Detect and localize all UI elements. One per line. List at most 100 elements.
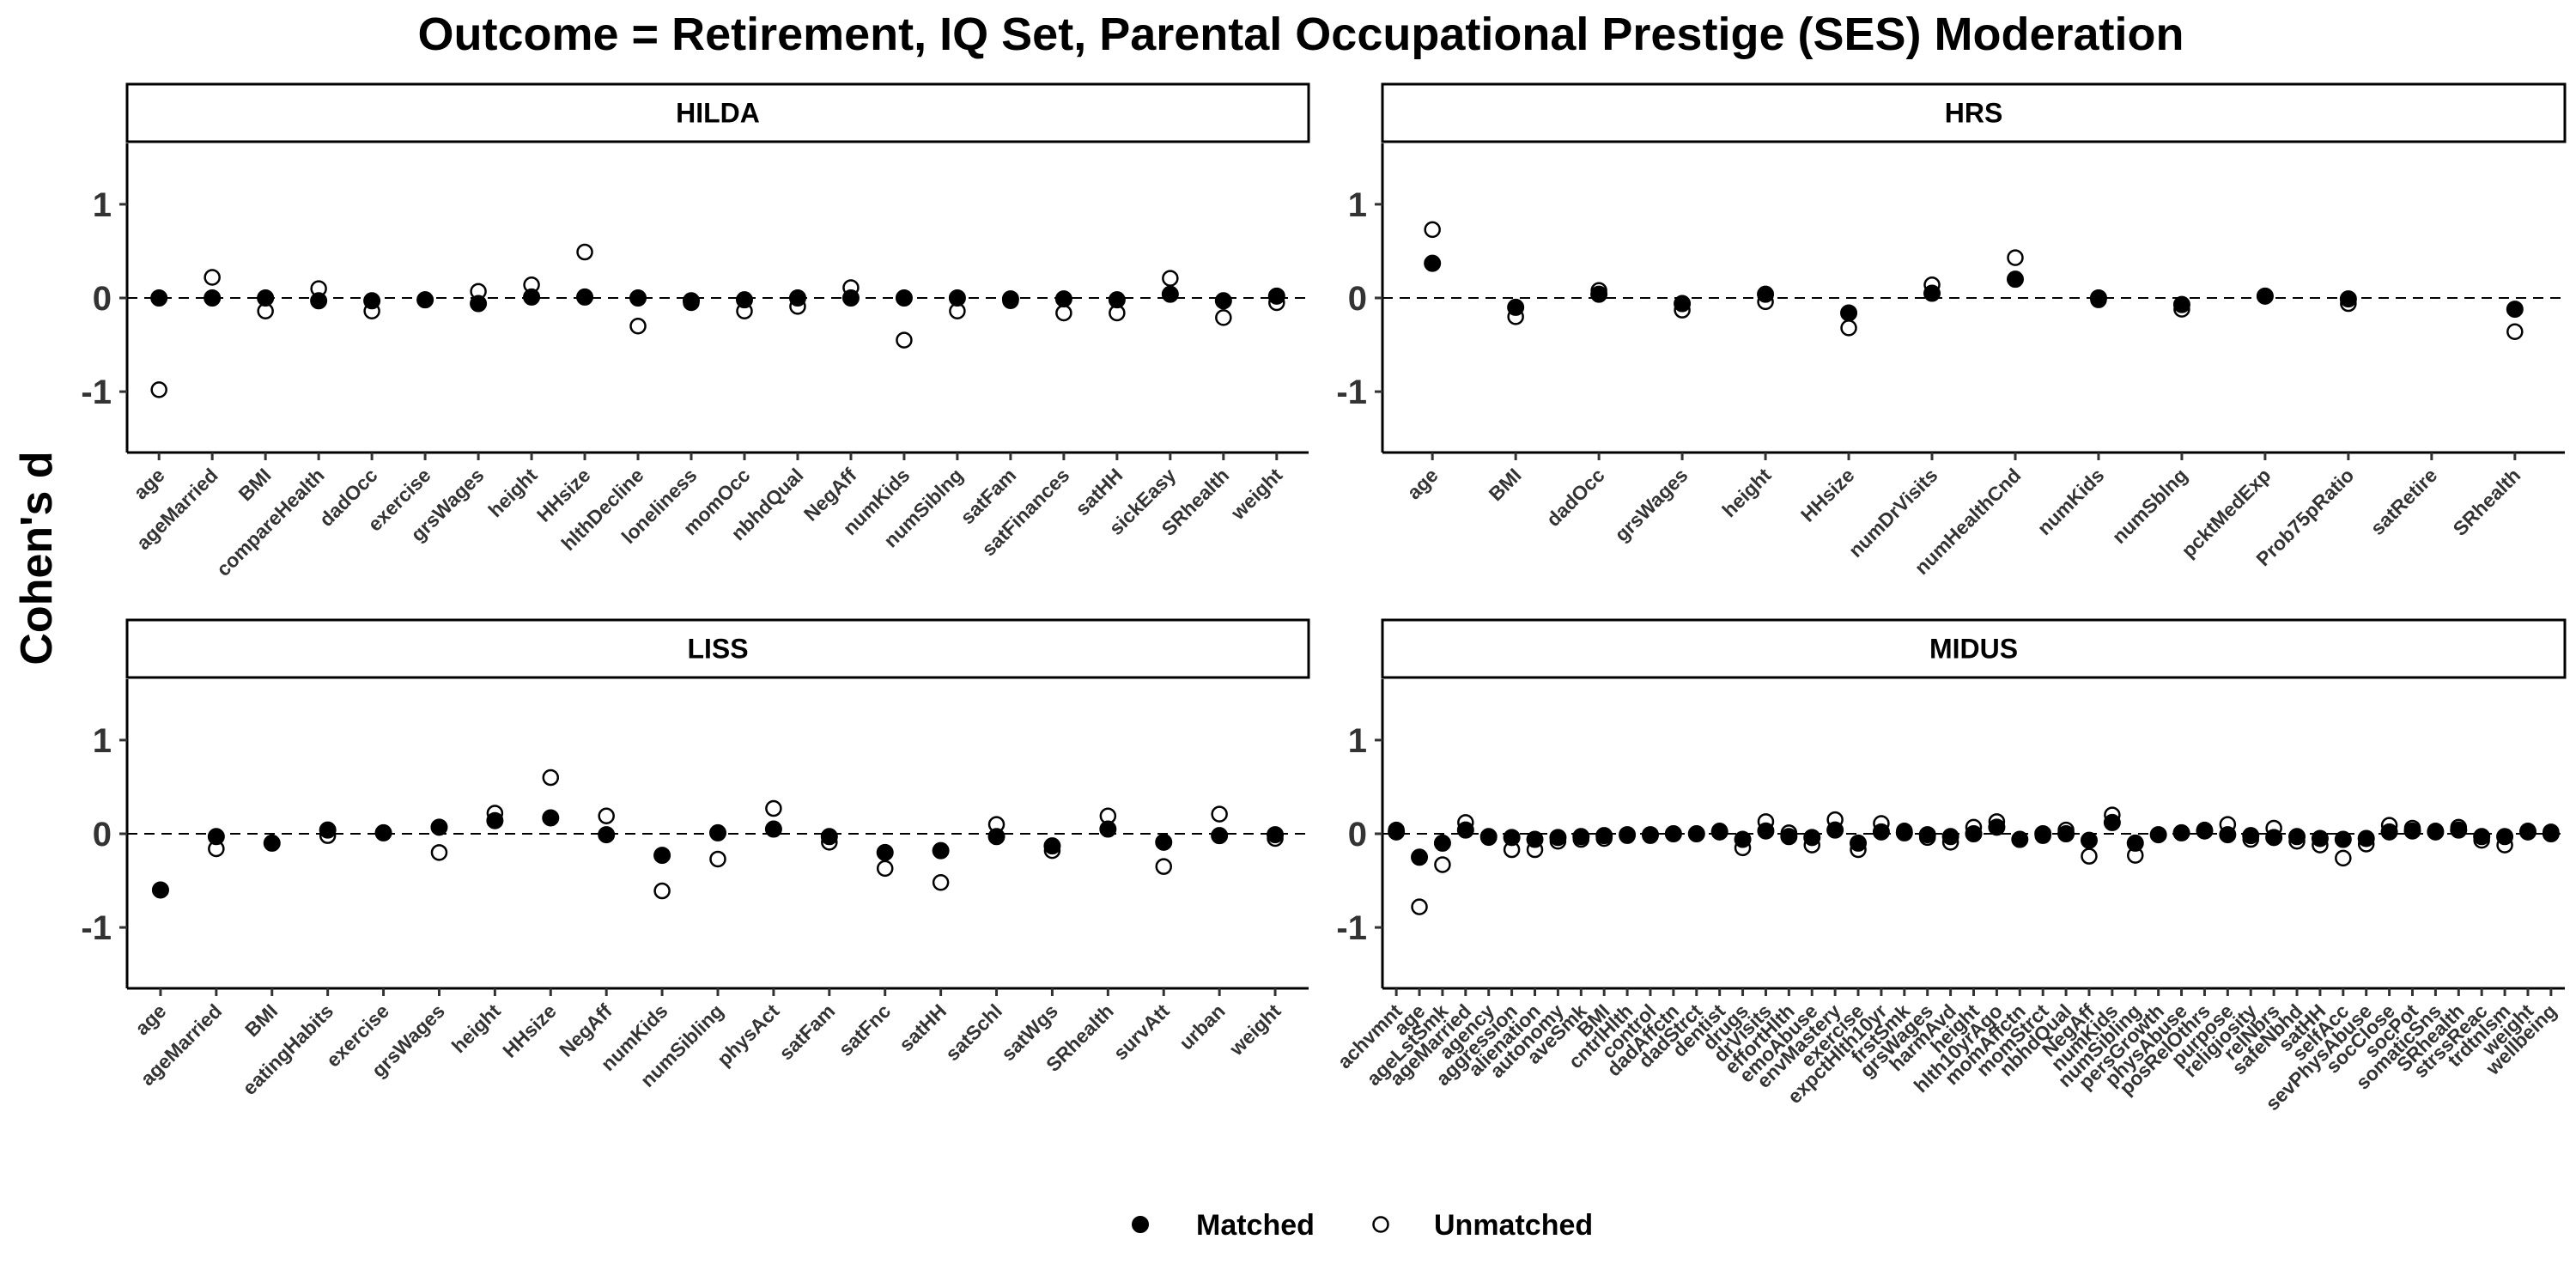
y-tick-label-liss-2: 1: [93, 722, 112, 760]
point-matched-hrs-10: [2257, 288, 2273, 304]
point-matched-midus-18: [1804, 829, 1820, 846]
point-matched-midus-16: [1758, 823, 1774, 839]
point-matched-hilda-17: [1055, 291, 1072, 307]
point-matched-hilda-2: [258, 290, 274, 307]
point-unmatched-hilda-20: [1216, 310, 1230, 325]
point-matched-hilda-10: [683, 293, 700, 309]
point-matched-liss-5: [431, 819, 447, 835]
point-matched-liss-12: [821, 829, 837, 845]
point-matched-midus-28: [2035, 826, 2051, 842]
point-matched-midus-6: [1527, 831, 1543, 848]
y-tick-label-liss-1: 0: [93, 816, 112, 854]
point-matched-hilda-11: [736, 292, 752, 308]
point-matched-midus-49: [2519, 823, 2536, 840]
point-matched-liss-11: [765, 821, 781, 837]
point-matched-midus-0: [1388, 823, 1405, 840]
point-unmatched-hilda-1: [205, 270, 220, 285]
x-tick-label-hrs-2: dadOcc: [1542, 464, 1609, 531]
point-unmatched-liss-13: [878, 861, 892, 876]
x-tick-label-liss-0: age: [131, 999, 170, 1039]
point-matched-midus-42: [2358, 830, 2374, 847]
point-matched-midus-36: [2220, 827, 2236, 843]
point-matched-hrs-9: [2173, 296, 2190, 313]
point-matched-midus-23: [1919, 827, 1935, 843]
point-matched-midus-26: [1989, 819, 2005, 835]
point-unmatched-liss-19: [1212, 807, 1227, 822]
point-matched-midus-15: [1735, 831, 1751, 848]
point-unmatched-hilda-0: [152, 382, 167, 397]
x-tick-label-hrs-4: height: [1717, 464, 1775, 521]
panel-title-hrs: HRS: [1945, 98, 2003, 129]
point-unmatched-midus-1: [1413, 900, 1427, 914]
point-unmatched-liss-11: [766, 801, 781, 816]
panel-title-midus: MIDUS: [1929, 634, 2018, 665]
point-unmatched-midus-2: [1435, 858, 1449, 872]
y-axis-label: Cohen's d: [12, 451, 62, 665]
y-tick-label-hrs-2: 1: [1348, 186, 1367, 224]
point-matched-hilda-6: [471, 295, 487, 312]
point-matched-midus-33: [2150, 827, 2166, 843]
point-matched-hrs-6: [1924, 285, 1941, 301]
point-matched-liss-16: [1044, 838, 1060, 854]
point-matched-hrs-11: [2340, 291, 2356, 307]
legend-marker-matched: [1133, 1217, 1149, 1233]
x-tick-label-liss-2: BMI: [240, 999, 282, 1041]
point-unmatched-liss-9: [655, 884, 670, 898]
point-matched-midus-3: [1457, 822, 1473, 838]
point-matched-liss-10: [710, 824, 726, 841]
y-tick-label-hrs-0: -1: [1336, 374, 1367, 411]
point-matched-midus-12: [1665, 826, 1681, 842]
point-matched-midus-25: [1965, 826, 1982, 842]
point-matched-liss-4: [375, 824, 392, 841]
legend-label-unmatched: Unmatched: [1434, 1209, 1593, 1242]
point-matched-hrs-1: [1508, 299, 1524, 315]
point-matched-hilda-16: [1002, 291, 1018, 307]
y-tick-label-midus-2: 1: [1348, 722, 1367, 760]
point-matched-liss-2: [264, 835, 280, 851]
x-tick-label-hrs-1: BMI: [1484, 464, 1525, 505]
point-matched-midus-38: [2266, 829, 2282, 846]
point-matched-midus-50: [2543, 826, 2559, 842]
point-unmatched-hilda-19: [1163, 271, 1177, 286]
point-matched-liss-19: [1212, 828, 1228, 844]
point-matched-hilda-5: [417, 292, 434, 308]
point-unmatched-midus-41: [2336, 851, 2350, 866]
point-matched-hrs-3: [1674, 295, 1691, 312]
x-tick-label-liss-18: survAtt: [1109, 999, 1174, 1065]
point-matched-midus-5: [1504, 829, 1520, 846]
x-tick-label-hrs-0: age: [1402, 464, 1442, 503]
x-tick-label-hrs-5: HHsize: [1796, 464, 1859, 526]
point-matched-midus-1: [1412, 849, 1428, 866]
point-matched-midus-45: [2427, 823, 2444, 840]
point-matched-liss-1: [208, 829, 224, 845]
legend-label-matched: Matched: [1196, 1209, 1315, 1242]
point-matched-hilda-8: [577, 289, 593, 305]
x-tick-label-liss-7: HHsize: [498, 999, 561, 1062]
point-matched-liss-18: [1156, 834, 1172, 850]
point-matched-hrs-13: [2506, 301, 2523, 318]
point-matched-liss-20: [1267, 827, 1284, 843]
y-tick-label-hrs-1: 0: [1348, 280, 1367, 318]
point-matched-hrs-2: [1591, 286, 1607, 302]
y-tick-label-midus-0: -1: [1336, 909, 1367, 947]
point-matched-midus-29: [2058, 826, 2075, 842]
chart-title: Outcome = Retirement, IQ Set, Parental O…: [418, 9, 2184, 60]
x-tick-label-hrs-8: numKids: [2033, 464, 2109, 539]
point-matched-hilda-20: [1215, 293, 1231, 309]
point-matched-midus-32: [2127, 835, 2143, 851]
x-tick-label-liss-20: weight: [1224, 999, 1285, 1060]
point-matched-hilda-0: [151, 290, 167, 307]
point-matched-midus-24: [1942, 829, 1959, 845]
x-tick-label-liss-12: satFam: [775, 999, 839, 1064]
point-matched-hrs-4: [1758, 286, 1774, 302]
x-tick-label-hilda-2: BMI: [234, 464, 275, 505]
x-tick-label-liss-11: physAct: [713, 999, 784, 1071]
point-unmatched-liss-5: [432, 845, 447, 860]
x-tick-label-liss-6: height: [447, 999, 505, 1057]
point-matched-hilda-12: [789, 290, 805, 307]
x-tick-label-hilda-21: weight: [1226, 464, 1287, 525]
y-tick-label-hilda-1: 0: [93, 280, 112, 318]
point-matched-midus-19: [1827, 822, 1844, 838]
legend-marker-unmatched: [1374, 1218, 1388, 1232]
